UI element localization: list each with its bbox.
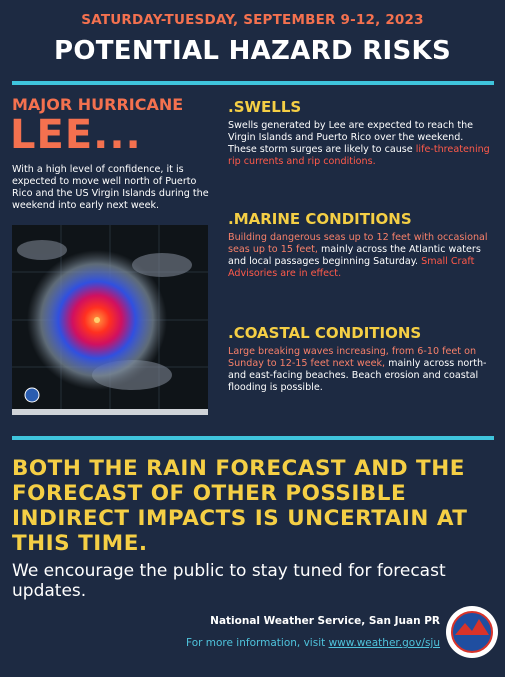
divider: [12, 436, 494, 440]
date: SATURDAY-TUESDAY, SEPTEMBER 9-12, 2023: [81, 12, 424, 28]
section: .MARINE CONDITIONS Building dangerous se…: [228, 210, 493, 280]
storm-name: LEE...: [10, 112, 142, 158]
encouragement: We encourage the public to stay tuned fo…: [12, 561, 446, 601]
uncertainty: BOTH THE RAIN FORECAST AND THE FORECAST …: [12, 456, 468, 556]
section-text: Swells generated by Lee are expected to …: [228, 120, 474, 155]
office: National Weather Service, San Juan PR: [210, 615, 440, 627]
section-heading: .COASTAL CONDITIONS: [228, 324, 422, 342]
kicker: MAJOR HURRICANE: [12, 95, 184, 114]
summary: With a high level of confidence, it is e…: [12, 164, 209, 211]
section-text: life-threatening rip currents and rip co…: [228, 144, 490, 167]
divider: [12, 81, 494, 85]
section-text: Small Craft Advisories are in effect.: [228, 256, 475, 279]
more-text: For more information, visit: [186, 637, 329, 649]
section-heading: .SWELLS: [228, 98, 302, 116]
section: .SWELLS Swells generated by Lee are expe…: [228, 98, 493, 168]
section: .COASTAL CONDITIONS Large breaking waves…: [228, 324, 493, 394]
section-text: Large breaking waves increasing, from 6-…: [228, 346, 477, 369]
link[interactable]: www.weather.gov/sju: [328, 637, 440, 649]
nws-logo: [446, 606, 498, 658]
section-text: mainly across the Atlantic waters and lo…: [228, 244, 481, 267]
title: POTENTIAL HAZARD RISKS: [54, 36, 451, 66]
section-text: mainly across north- and east-facing bea…: [228, 358, 487, 393]
section-heading: .MARINE CONDITIONS: [228, 210, 412, 228]
satellite-image: [12, 225, 208, 415]
more-info: For more information, visit www.weather.…: [150, 637, 440, 649]
section-text: Building dangerous seas up to 12 feet wi…: [228, 232, 488, 255]
